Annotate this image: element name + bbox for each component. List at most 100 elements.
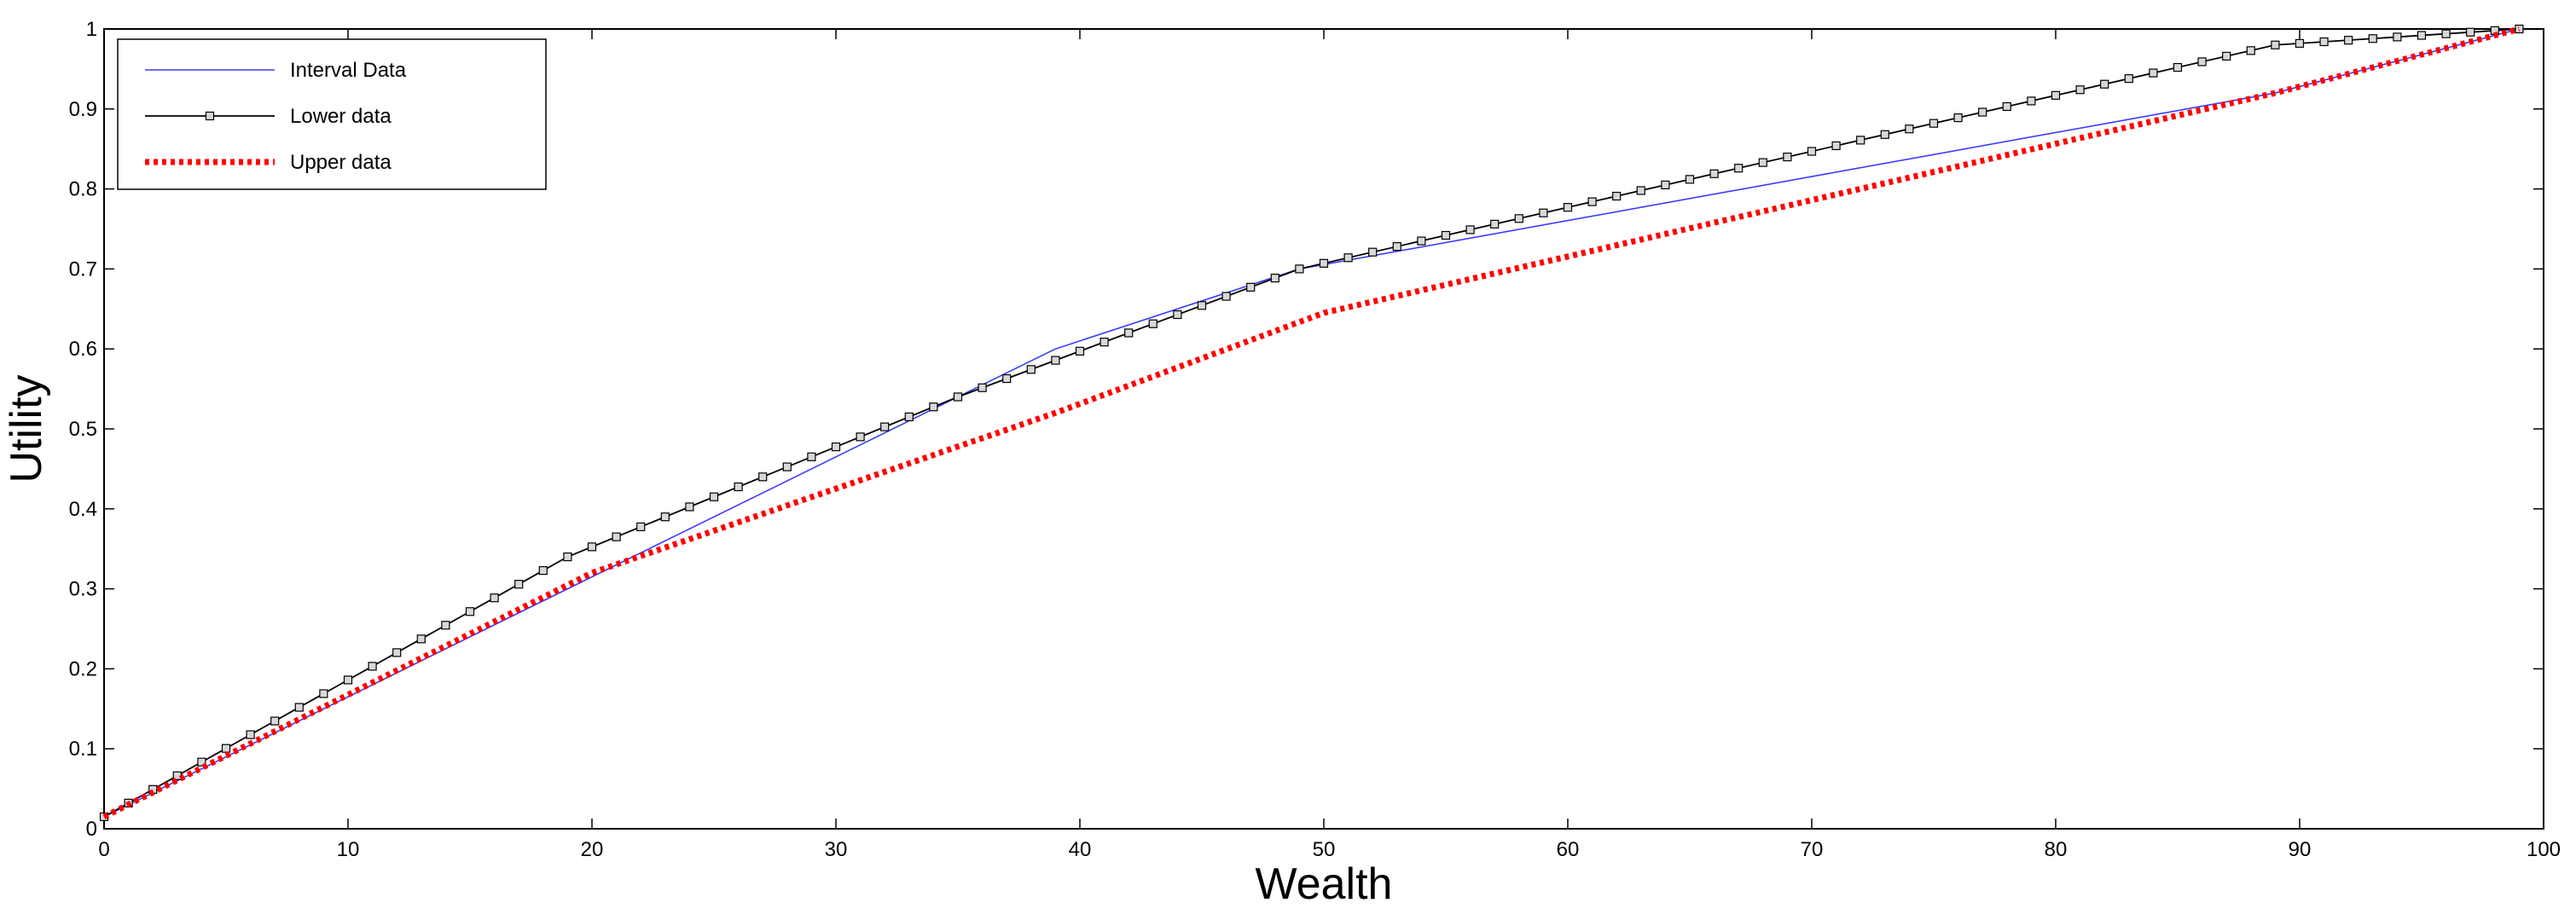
- marker-lower-data: [2124, 74, 2133, 84]
- legend-entry-interval-data: Interval Data: [145, 59, 407, 82]
- legend-label-interval-data: Interval Data: [290, 59, 407, 82]
- marker-lower-data: [441, 621, 450, 630]
- marker-lower-data: [709, 492, 719, 501]
- x-tick-label: 0: [98, 838, 109, 861]
- marker-lower-data: [538, 566, 548, 576]
- series-line-upper-data: [102, 26, 2521, 820]
- marker-lower-data: [368, 662, 377, 671]
- marker-lower-data: [1441, 230, 1451, 240]
- y-tick-label: 0.5: [69, 418, 97, 441]
- marker-lower-data: [1587, 197, 1597, 206]
- y-tick-label: 0: [86, 818, 97, 841]
- marker-lower-data: [2368, 34, 2377, 43]
- marker-lower-data: [490, 593, 499, 603]
- marker-lower-data: [563, 552, 572, 562]
- marker-lower-data: [1319, 258, 1329, 268]
- marker-lower-data: [1636, 186, 1645, 195]
- marker-lower-data: [1197, 301, 1207, 310]
- marker-lower-data: [1173, 310, 1182, 320]
- y-tick-label: 0.1: [69, 738, 97, 761]
- y-tick-label: 0.2: [69, 657, 97, 680]
- marker-lower-data: [2002, 101, 2011, 112]
- marker-lower-data: [1514, 214, 1523, 223]
- marker-lower-data: [270, 716, 280, 726]
- marker-lower-data: [221, 744, 231, 753]
- marker-lower-data: [1929, 119, 1939, 128]
- marker-lower-data: [734, 482, 743, 492]
- marker-lower-data: [2075, 85, 2085, 95]
- marker-lower-data: [1417, 236, 1426, 246]
- marker-lower-data: [2197, 57, 2207, 67]
- marker-lower-data: [1661, 180, 1670, 190]
- x-tick-label: 20: [581, 838, 604, 861]
- marker-lower-data: [2295, 38, 2305, 48]
- marker-lower-data: [1026, 365, 1036, 374]
- marker-lower-data: [2319, 37, 2329, 47]
- marker-lower-data: [1051, 356, 1060, 365]
- marker-lower-data: [1807, 147, 1817, 156]
- marker-lower-data: [1831, 141, 1841, 151]
- marker-lower-data: [1002, 373, 1012, 384]
- y-tick-label: 0.9: [69, 98, 97, 121]
- axis-tick-labels: 0 10 20 30 40 50 60 70 80 90 100 0 0.1 0.2 0.3 0.4 0.5 0.…: [69, 18, 2561, 861]
- marker-lower-data: [807, 452, 816, 461]
- y-tick-label: 0.3: [69, 578, 97, 601]
- marker-lower-data: [831, 443, 841, 452]
- marker-lower-data: [953, 392, 963, 402]
- marker-lower-data: [1734, 164, 1743, 173]
- marker-lower-data: [1124, 328, 1134, 338]
- x-tick-label: 30: [825, 838, 848, 861]
- y-tick-label: 1: [86, 18, 97, 41]
- marker-lower-data: [1709, 169, 1719, 178]
- marker-lower-data: [1563, 203, 1573, 212]
- marker-lower-data: [1221, 292, 1231, 301]
- legend: Interval Data Lower data Upper data: [117, 38, 547, 190]
- marker-lower-data: [2149, 68, 2158, 78]
- marker-lower-data: [319, 689, 328, 698]
- marker-lower-data: [1612, 191, 1622, 201]
- marker-lower-data: [2441, 29, 2451, 38]
- marker-lower-data: [2246, 46, 2255, 55]
- marker-lower-data: [2027, 96, 2036, 106]
- marker-lower-data: [685, 502, 694, 512]
- y-tick-label: 0.7: [69, 257, 97, 281]
- marker-lower-data: [1539, 208, 1548, 217]
- marker-lower-data: [929, 402, 938, 412]
- marker-lower-data: [2466, 27, 2475, 37]
- y-axis-title: Utility: [2, 374, 51, 483]
- marker-lower-data: [1758, 158, 1767, 167]
- marker-lower-data: [1953, 113, 1963, 123]
- marker-lower-data: [880, 422, 890, 431]
- marker-lower-data: [416, 634, 426, 644]
- y-tick-label: 0.6: [69, 338, 97, 361]
- marker-lower-data: [1148, 319, 1157, 328]
- marker-lower-data: [2051, 90, 2061, 100]
- legend-entry-lower-data: Lower data: [145, 105, 392, 128]
- marker-lower-data: [1295, 264, 1304, 274]
- marker-lower-data: [1685, 175, 1695, 184]
- x-axis-title: Wealth: [1256, 859, 1393, 909]
- marker-lower-data: [2173, 62, 2183, 72]
- marker-lower-data: [1099, 338, 1109, 347]
- x-tick-label: 80: [2045, 838, 2068, 861]
- marker-lower-data: [2344, 36, 2353, 45]
- marker-lower-data: [1075, 346, 1085, 356]
- marker-lower-data: [636, 522, 646, 532]
- marker-lower-data: [392, 648, 402, 657]
- x-tick-label: 60: [1557, 838, 1580, 861]
- marker-lower-data: [1343, 253, 1353, 263]
- y-tick-label: 0.4: [69, 498, 97, 521]
- marker-lower-data: [904, 412, 914, 422]
- marker-lower-data: [294, 703, 304, 712]
- y-tick-label: 0.8: [69, 178, 97, 201]
- marker-lower-data: [1246, 282, 1256, 292]
- marker-lower-data: [2222, 51, 2231, 61]
- marker-lower-data: [246, 730, 255, 739]
- marker-lower-data: [1270, 274, 1279, 283]
- marker-lower-data: [1978, 107, 1987, 117]
- marker-lower-data: [782, 462, 792, 472]
- marker-lower-data: [612, 532, 621, 541]
- x-tick-label: 40: [1069, 838, 1092, 861]
- marker-lower-data: [1392, 242, 1401, 252]
- marker-lower-data: [2100, 79, 2109, 89]
